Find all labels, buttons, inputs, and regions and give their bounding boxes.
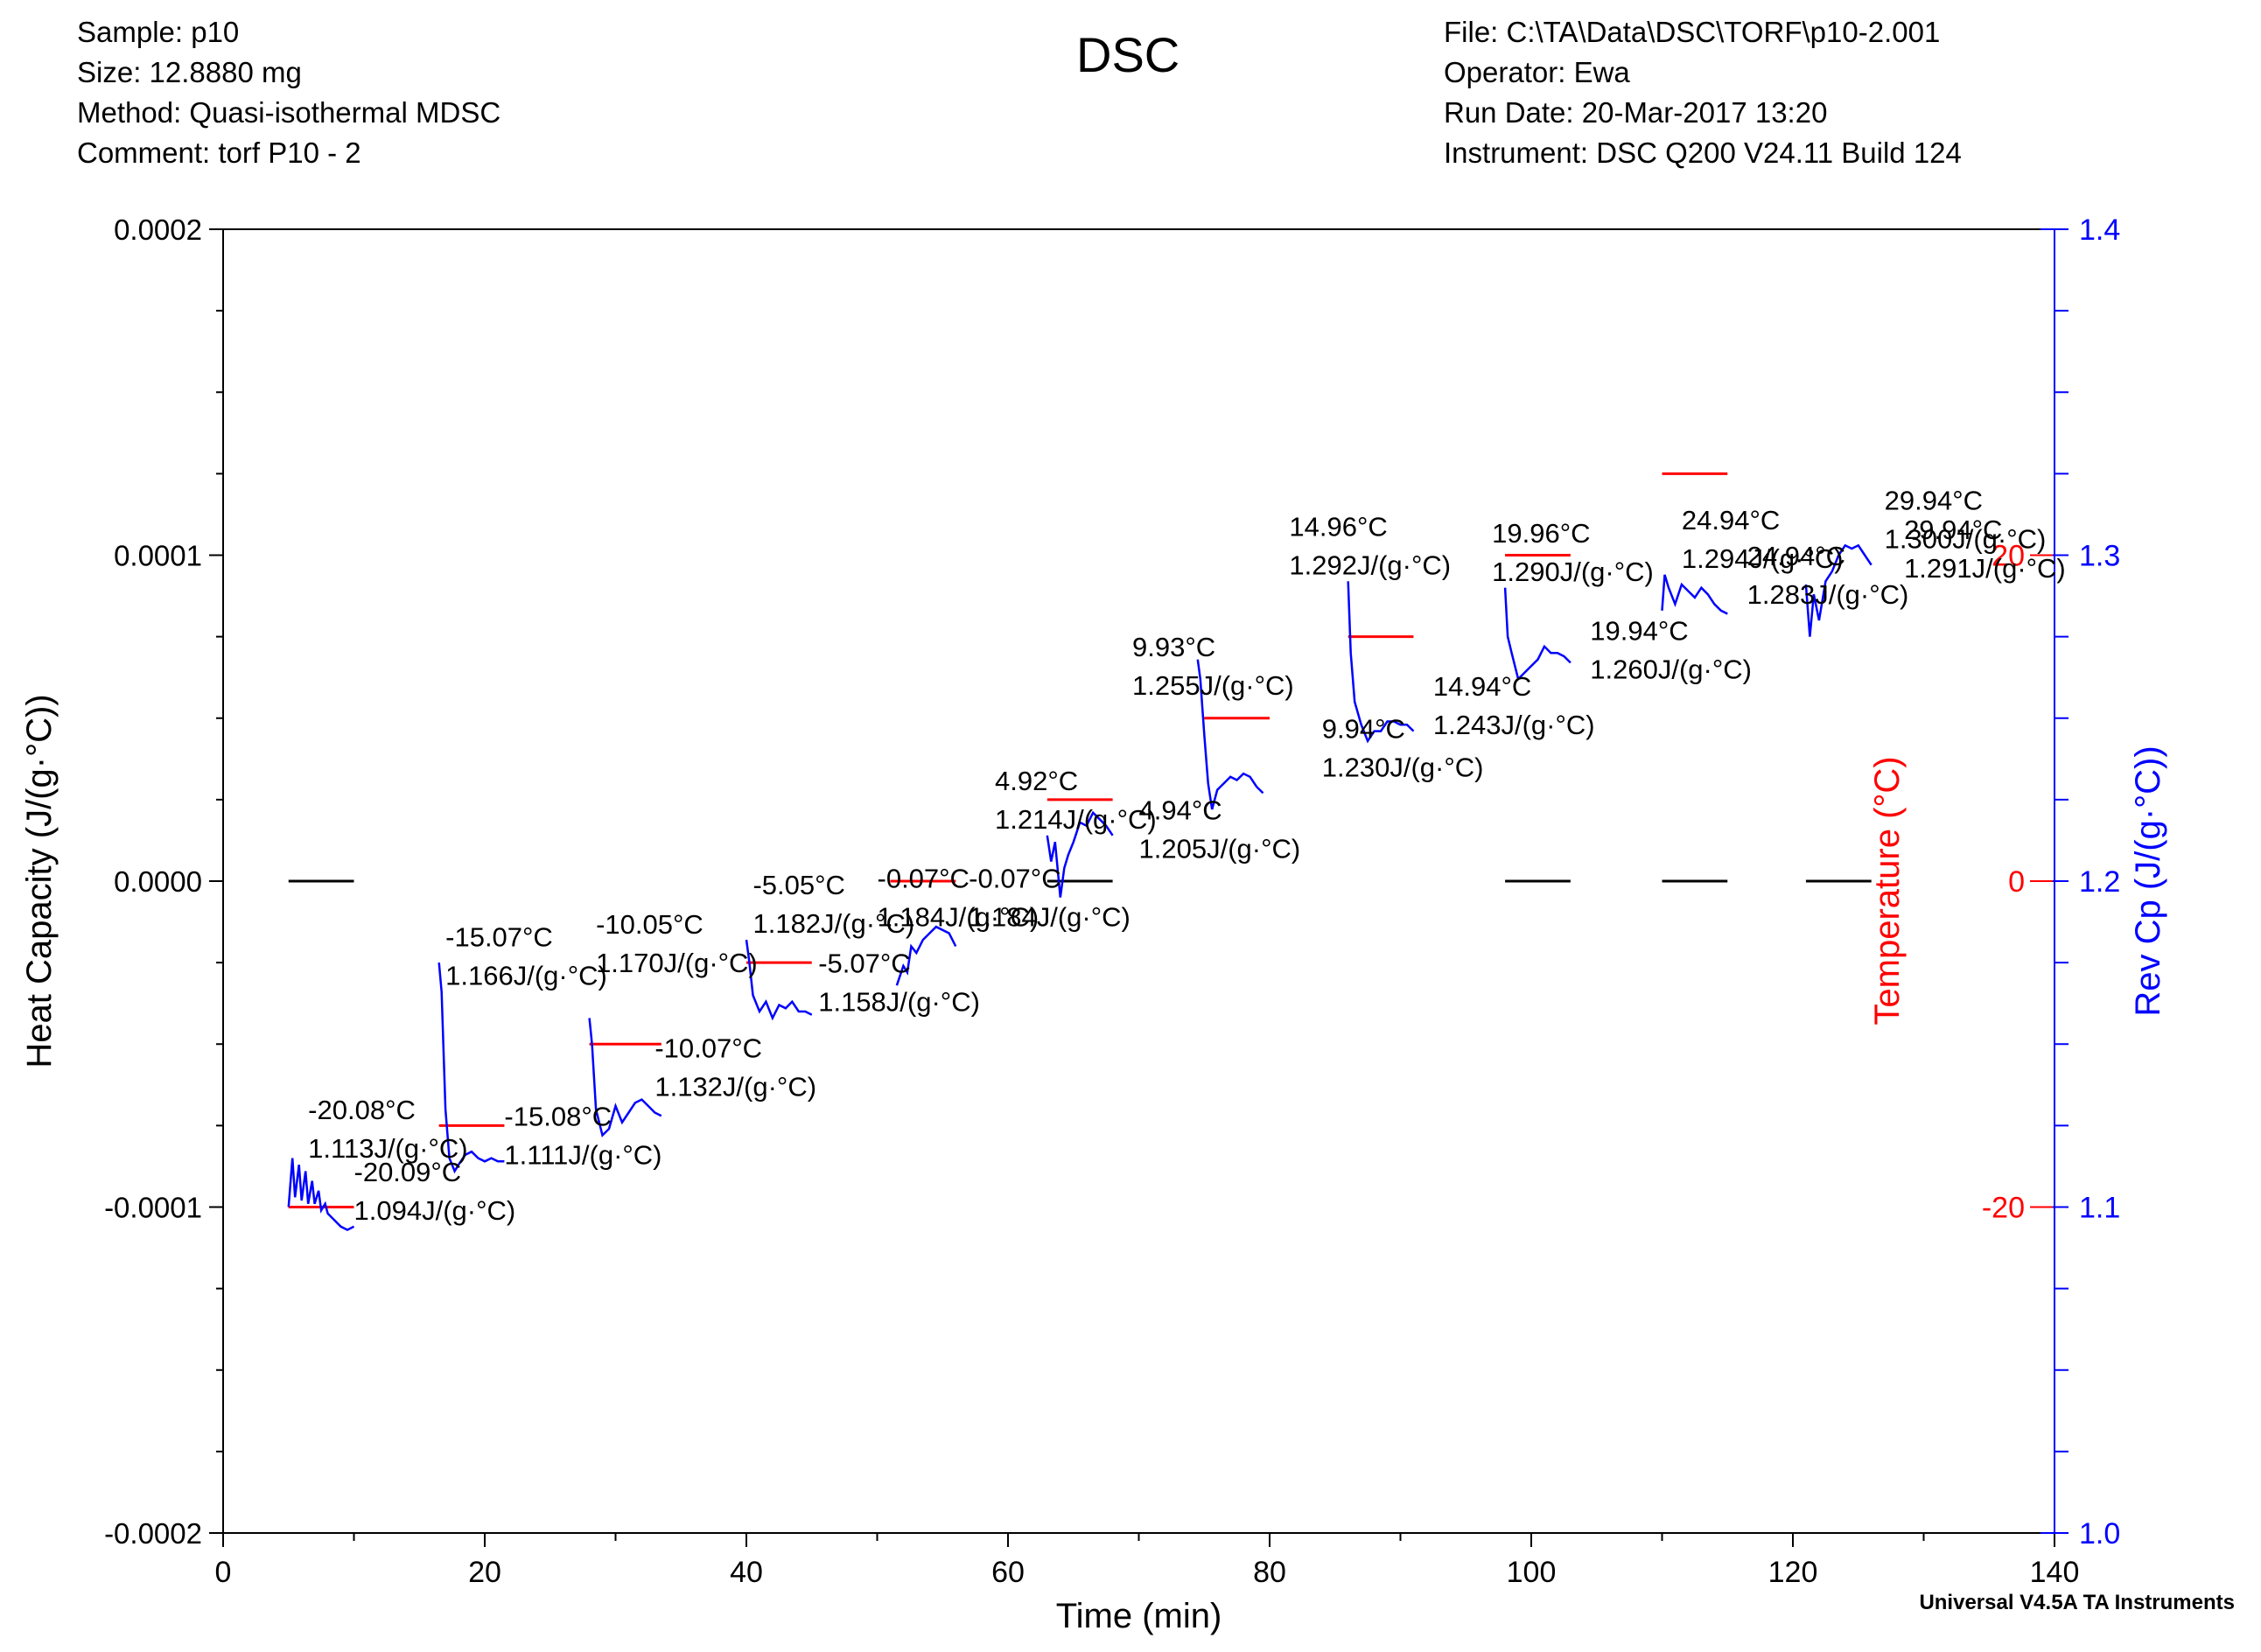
annotation-temperature: 19.94°C [1590, 616, 1688, 647]
annotation-temperature: -10.05°C [596, 909, 704, 940]
annotation-cp: 1.230J/(g·°C) [1322, 752, 1484, 782]
x-tick-label: 40 [730, 1556, 763, 1589]
annotation-temperature: -15.07°C [445, 922, 553, 953]
y-left-tick-label: 0.0002 [114, 214, 202, 246]
annotation-temperature: 9.94°C [1322, 713, 1405, 744]
y-revcp-tick-label: 1.4 [2079, 214, 2120, 247]
annotation-cp: 1.182J/(g·°C) [752, 908, 914, 939]
x-tick-label: 0 [215, 1556, 232, 1589]
annotation-temperature: 9.93°C [1132, 632, 1215, 662]
annotation-temperature: 29.94°C [1885, 486, 1983, 516]
operator: Operator: Ewa [1444, 56, 1630, 88]
annotation-temperature: -0.07°C [878, 864, 970, 894]
y-left-axis-label: Heat Capacity (J/(g·°C)) [20, 694, 59, 1068]
rev-cp-curve [895, 925, 957, 986]
y-left-tick-label: 0.0000 [114, 865, 202, 898]
annotation-temperature: 24.94°C [1747, 541, 1845, 571]
y-revcp-axis-label: Rev Cp (J/(g·°C)) [2129, 746, 2167, 1016]
run-date: Run Date: 20-Mar-2017 13:20 [1444, 96, 1828, 129]
y-left-tick-label: -0.0001 [104, 1192, 202, 1224]
y-revcp-tick-label: 1.0 [2079, 1517, 2120, 1550]
annotation-cp: 1.111J/(g·°C) [504, 1140, 662, 1171]
annotation-temperature: -20.09°C [354, 1157, 462, 1187]
annotation-temperature: -5.07°C [818, 948, 910, 978]
annotation-cp: 1.292J/(g·°C) [1289, 550, 1451, 580]
annotation-temperature: -15.08°C [504, 1102, 612, 1132]
x-tick-label: 60 [991, 1556, 1025, 1589]
annotation-temperature: 24.94°C [1682, 505, 1780, 536]
y-revcp-tick-label: 1.1 [2079, 1192, 2120, 1225]
run-info: File: C:\TA\Data\DSC\TORF\p10-2.001 Oper… [1444, 12, 1962, 173]
x-tick-label: 80 [1253, 1556, 1286, 1589]
annotation-temperature: -0.07°C [969, 864, 1060, 894]
y-revcp-tick-label: 1.3 [2079, 540, 2120, 573]
annotation-temperature: 29.94°C [1904, 514, 2002, 545]
chart-title: DSC [1076, 27, 1180, 82]
annotation-cp: 1.170J/(g·°C) [596, 948, 758, 978]
annotation-cp: 1.300J/(g·°C) [1885, 524, 2047, 555]
annotation-cp: 1.214J/(g·°C) [995, 804, 1157, 835]
annotation-temperature: 14.96°C [1289, 511, 1387, 542]
y-temp-tick-label: 20 [1992, 540, 2025, 573]
rev-cp-curve [745, 939, 813, 1021]
y-temp-axis-label: Temperature (°C) [1868, 756, 1907, 1025]
rev-cp-curve [438, 962, 505, 1174]
annotation-temperature: -10.07°C [654, 1032, 762, 1063]
x-tick-label: 120 [1768, 1556, 1818, 1589]
annotation-cp: 1.291J/(g·°C) [1904, 553, 2066, 584]
rev-cp-curve [1503, 587, 1572, 682]
x-axis-label: Time (min) [1056, 1597, 1222, 1635]
annotation-temperature: 19.96°C [1492, 518, 1590, 549]
instrument: Instrument: DSC Q200 V24.11 Build 124 [1444, 136, 1962, 169]
y-left-tick-label: -0.0002 [104, 1517, 202, 1550]
annotation-temperature: -20.08°C [308, 1095, 416, 1125]
annotation-cp: 1.113J/(g·°C) [308, 1133, 467, 1164]
y-revcp-tick-label: 1.2 [2079, 865, 2120, 899]
software-version: Universal V4.5A TA Instruments [1919, 1591, 2235, 1614]
rev-cp-curve [1804, 543, 1872, 637]
sample-name: Sample: p10 [77, 16, 240, 48]
x-tick-label: 20 [468, 1556, 501, 1589]
x-tick-label: 100 [1507, 1556, 1557, 1589]
rev-cp-curve [1196, 659, 1264, 810]
annotation-cp: 1.132J/(g·°C) [654, 1071, 816, 1102]
annotation-cp: 1.158J/(g·°C) [818, 986, 980, 1017]
x-tick-label: 140 [2030, 1556, 2080, 1589]
annotation-cp: 1.294J/(g·°C) [1682, 543, 1844, 574]
annotation-temperature: -5.05°C [752, 870, 844, 900]
annotation-temperature: 14.94°C [1433, 671, 1531, 702]
rev-cp-curve [1046, 810, 1114, 898]
y-left-tick-label: 0.0001 [114, 540, 202, 572]
rev-cp-curve [588, 1018, 662, 1138]
annotation-cp: 1.243J/(g·°C) [1433, 710, 1595, 740]
annotation-cp: 1.184J/(g·°C) [969, 902, 1130, 933]
annotation-cp: 1.290J/(g·°C) [1492, 556, 1654, 587]
file-path: File: C:\TA\Data\DSC\TORF\p10-2.001 [1444, 16, 1941, 48]
rev-cp-curve [1347, 581, 1415, 744]
annotation-cp: 1.283J/(g·°C) [1747, 579, 1909, 610]
sample-info: Sample: p10 Size: 12.8880 mg Method: Qua… [77, 12, 500, 173]
sample-size: Size: 12.8880 mg [77, 56, 302, 88]
annotation-cp: 1.184J/(g·°C) [878, 902, 1040, 933]
annotation-cp: 1.094J/(g·°C) [354, 1195, 516, 1226]
annotation-cp: 1.260J/(g·°C) [1590, 654, 1752, 685]
annotation-cp: 1.255J/(g·°C) [1132, 670, 1294, 701]
annotation-cp: 1.166J/(g·°C) [445, 961, 607, 991]
annotation-cp: 1.205J/(g·°C) [1139, 833, 1301, 864]
annotation-temperature: 4.92°C [995, 766, 1078, 796]
comment: Comment: torf P10 - 2 [77, 136, 361, 169]
annotation-temperature: 4.94°C [1139, 794, 1222, 825]
y-temp-tick-label: 0 [2008, 865, 2025, 899]
y-temp-tick-label: -20 [1982, 1192, 2025, 1225]
rev-cp-curve [287, 1158, 355, 1232]
method: Method: Quasi-isothermal MDSC [77, 96, 501, 129]
rev-cp-curve [1661, 574, 1728, 615]
